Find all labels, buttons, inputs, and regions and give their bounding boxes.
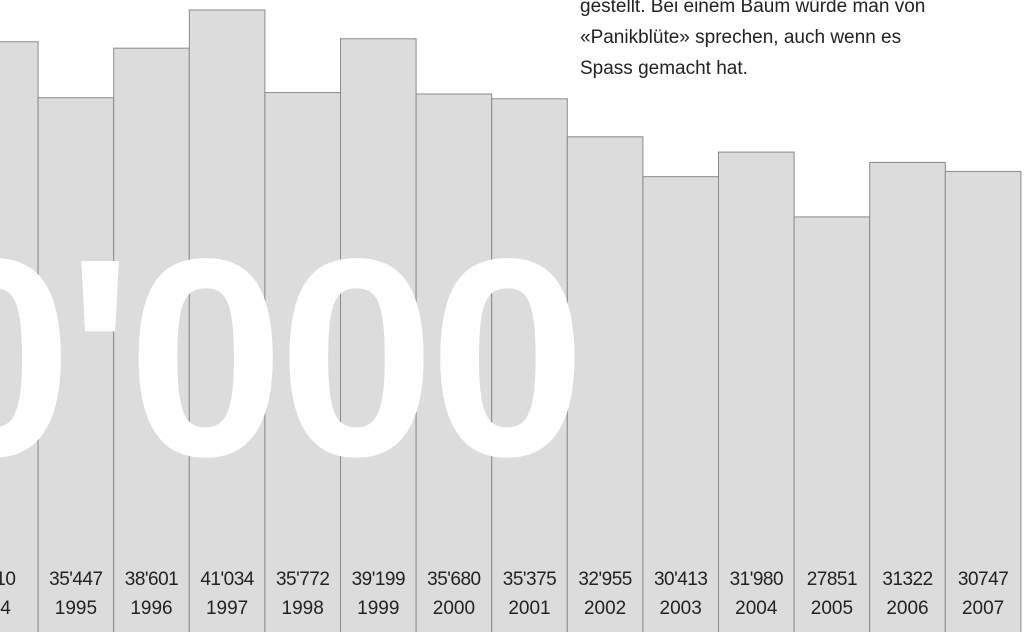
bar <box>642 176 720 632</box>
bar <box>264 92 341 632</box>
x-tick-label: 2007 <box>962 598 1004 619</box>
bar <box>793 216 871 632</box>
x-tick-label: 2003 <box>660 598 702 619</box>
value-label: 32'955 <box>578 569 631 590</box>
x-tick-label: 2005 <box>811 598 853 619</box>
x-tick-label: 1995 <box>55 598 97 619</box>
x-tick-label: 2006 <box>886 598 928 619</box>
bar <box>37 97 115 632</box>
bar <box>491 98 568 632</box>
value-label: 35'680 <box>427 569 480 590</box>
paragraph-line: Spass gemacht hat. <box>580 58 748 79</box>
bar <box>944 170 1022 632</box>
value-label: 27851 <box>807 569 857 590</box>
bar <box>340 38 417 632</box>
x-tick-label: 1998 <box>282 598 324 619</box>
bar <box>415 93 493 632</box>
value-label: 30'413 <box>654 569 707 590</box>
value-label: 35'375 <box>503 569 556 590</box>
paragraph-line: gestellt. Bei einem Baum würde man von <box>580 0 925 17</box>
x-tick-label: 94 <box>0 598 11 619</box>
x-tick-label: 2004 <box>735 598 778 619</box>
x-tick-label: 2001 <box>508 598 550 619</box>
x-tick-label: 1996 <box>130 598 172 619</box>
bar <box>718 151 795 632</box>
value-label: 38'601 <box>125 569 178 590</box>
x-tick-label: 1999 <box>357 598 399 619</box>
value-label: 010 <box>0 569 15 590</box>
value-label: 31322 <box>882 569 932 590</box>
value-label: 30747 <box>958 569 1008 590</box>
value-label: 35'772 <box>276 569 329 590</box>
value-label: 39'199 <box>352 569 405 590</box>
value-label: 41'034 <box>200 569 254 590</box>
value-label: 35'447 <box>49 569 102 590</box>
value-label: 31'980 <box>730 569 783 590</box>
x-tick-label: 1997 <box>206 598 248 619</box>
paragraph-line: «Panikblüte» sprechen, auch wenn es <box>580 27 901 48</box>
x-tick-label: 2000 <box>433 598 475 619</box>
bar <box>869 161 946 632</box>
bar <box>566 136 644 632</box>
x-tick-label: 2002 <box>584 598 626 619</box>
bar <box>188 9 266 632</box>
overlay-number: 0'000 <box>0 200 580 515</box>
